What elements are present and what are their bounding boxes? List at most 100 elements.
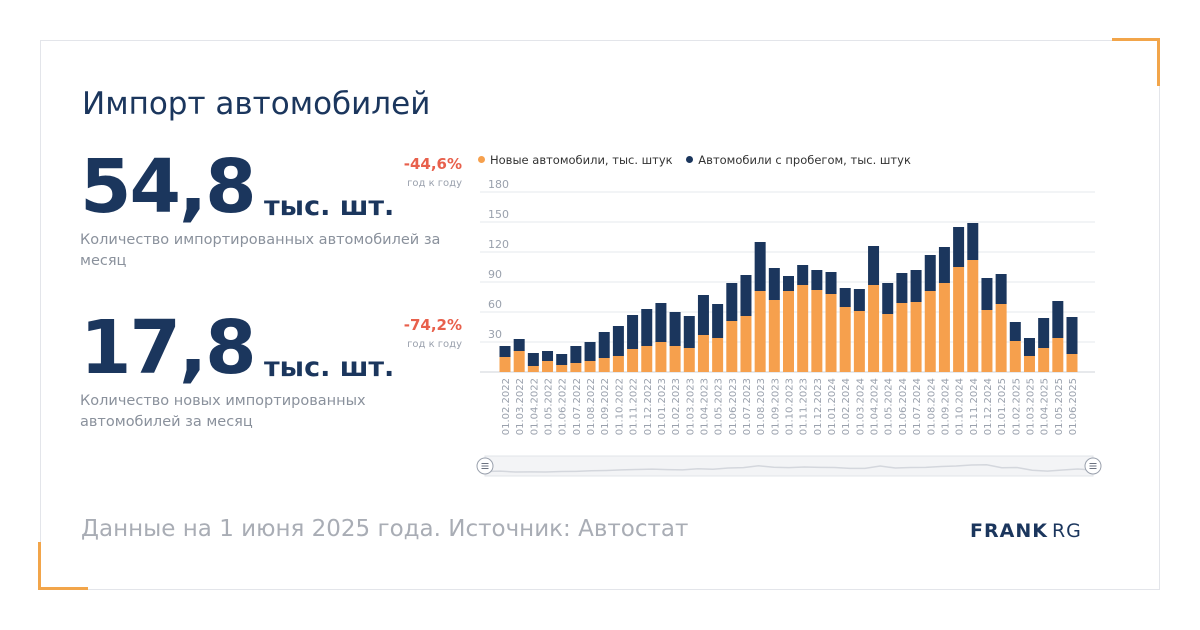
bar-new <box>967 260 979 372</box>
bar-used <box>712 304 724 338</box>
corner-decoration-top-right <box>1112 38 1160 86</box>
bar-new <box>768 300 780 372</box>
x-tick-label: 01.11.2024 <box>969 378 980 435</box>
bar-used <box>612 326 624 356</box>
x-tick-label: 01.02.2023 <box>671 378 682 435</box>
bar-used <box>910 270 922 302</box>
x-tick-label: 01.03.2023 <box>685 378 696 435</box>
bar-new <box>853 311 865 372</box>
chart-legend: Новые автомобили, тыс. штук Автомобили с… <box>478 152 921 167</box>
bar-new <box>712 338 724 372</box>
bar-new <box>995 304 1007 372</box>
bar-used <box>499 346 511 357</box>
legend-label-used: Автомобили с пробегом, тыс. штук <box>698 152 911 167</box>
bar-new <box>783 291 794 372</box>
x-tick-label: 01.09.2022 <box>600 378 611 435</box>
kpi-value: 17,8 <box>80 305 257 391</box>
bar-new <box>924 291 936 372</box>
x-tick-label: 01.05.2022 <box>544 378 555 435</box>
y-tick-label: 30 <box>488 328 502 341</box>
bar-new <box>1052 338 1064 372</box>
range-handle-end[interactable] <box>1084 457 1102 475</box>
x-tick-label: 01.03.2024 <box>855 378 866 435</box>
x-tick-label: 01.02.2022 <box>501 378 512 435</box>
kpi-change-label: год к году <box>407 178 462 189</box>
kpi-change-label: год к году <box>407 339 462 350</box>
kpi-change: -44,6% <box>403 155 462 173</box>
bar-used <box>570 346 582 363</box>
bar-new <box>754 291 766 372</box>
bar-new <box>981 310 993 372</box>
bar-new <box>584 361 596 372</box>
bar-new <box>513 351 525 372</box>
bar-used <box>896 273 908 303</box>
x-tick-label: 01.09.2024 <box>940 378 951 435</box>
bar-used <box>627 315 639 349</box>
kpi-unit: тыс. шт. <box>264 352 395 383</box>
bar-used <box>740 275 752 316</box>
x-tick-label: 01.12.2022 <box>643 378 654 435</box>
x-tick-label: 01.05.2023 <box>714 378 725 435</box>
x-tick-label: 01.04.2023 <box>699 378 710 435</box>
bar-used <box>768 268 780 300</box>
x-tick-label: 01.10.2023 <box>785 378 796 435</box>
bar-new <box>811 290 823 372</box>
bar-new <box>882 314 894 372</box>
range-navigator-preview <box>484 463 1094 473</box>
bar-new <box>598 358 610 372</box>
bar-used <box>967 223 979 260</box>
legend-label-new: Новые автомобили, тыс. штук <box>490 152 673 167</box>
bar-new <box>868 285 880 372</box>
bar-new <box>641 346 653 372</box>
range-handle-start[interactable] <box>476 457 494 475</box>
kpi-description: Количество новых импортированных автомоб… <box>80 393 366 430</box>
x-tick-label: 01.11.2023 <box>799 378 810 435</box>
x-tick-label: 01.04.2024 <box>870 378 881 435</box>
x-tick-label: 01.05.2024 <box>884 378 895 435</box>
bar-new <box>542 361 554 372</box>
bar-used <box>754 242 766 291</box>
x-tick-label: 01.01.2025 <box>997 378 1008 435</box>
kpi-new-imports: 17,8 тыс. шт. -74,2% год к году Количест… <box>80 311 470 441</box>
corner-decoration-bottom-left <box>38 542 88 590</box>
bar-new <box>527 366 539 372</box>
bar-used <box>797 265 809 285</box>
y-tick-label: 120 <box>488 238 509 251</box>
bar-new <box>1023 356 1035 372</box>
x-tick-label: 01.08.2023 <box>756 378 767 435</box>
y-tick-label: 90 <box>488 268 502 281</box>
bar-used <box>1023 338 1035 356</box>
x-tick-label: 01.10.2024 <box>955 378 966 435</box>
bar-new <box>1009 341 1021 372</box>
x-tick-label: 01.01.2023 <box>657 378 668 435</box>
x-tick-label: 01.06.2025 <box>1068 378 1079 435</box>
x-tick-label: 01.12.2024 <box>983 378 994 435</box>
legend-item-new[interactable]: Новые автомобили, тыс. штук <box>478 153 673 167</box>
bar-used <box>995 274 1007 304</box>
bar-new <box>655 342 667 372</box>
x-tick-label: 01.04.2022 <box>529 378 540 435</box>
bar-new <box>839 307 851 372</box>
bar-used <box>868 246 880 285</box>
bar-used <box>938 247 950 283</box>
legend-marker-used <box>686 156 694 163</box>
bar-used <box>1052 301 1064 338</box>
bar-new <box>953 267 965 372</box>
y-tick-label: 150 <box>488 208 509 221</box>
brand-logo-bold: FRANK <box>970 520 1048 542</box>
bar-used <box>924 255 936 291</box>
legend-item-used[interactable]: Автомобили с пробегом, тыс. штук <box>686 153 911 167</box>
footer-note: Данные на 1 июня 2025 года. Источник: Ав… <box>81 516 689 542</box>
bar-new <box>612 356 624 372</box>
bar-used <box>641 309 653 346</box>
bar-used <box>1009 322 1021 341</box>
bar-new <box>1038 348 1050 372</box>
x-tick-label: 01.07.2023 <box>742 378 753 435</box>
bar-new <box>556 365 568 372</box>
x-tick-label: 01.04.2025 <box>1040 378 1051 435</box>
x-tick-label: 01.08.2024 <box>926 378 937 435</box>
x-tick-label: 01.05.2025 <box>1054 378 1065 435</box>
bar-new <box>910 302 922 372</box>
bar-used <box>839 288 851 307</box>
